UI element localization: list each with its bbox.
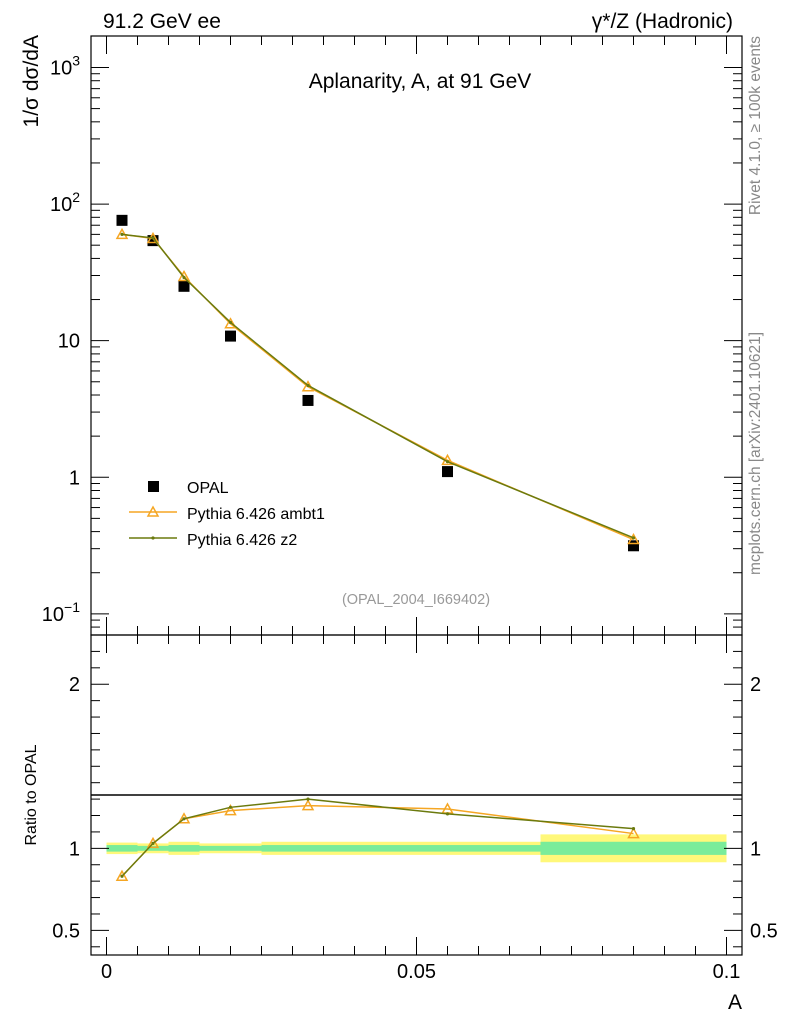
analysis-watermark: (OPAL_2004_I669402)	[342, 592, 490, 608]
z2-point	[120, 232, 124, 236]
legend-label-ambt1: Pythia 6.426 ambt1	[187, 506, 325, 523]
ratio-series	[115, 797, 640, 881]
main-y-tick-label: 10	[58, 331, 80, 353]
rivet-note: Rivet 4.1.0, ≥ 100k events	[747, 36, 764, 215]
ratio-y-tick-labels: 0.5 0.5 1 1 2 2	[52, 674, 778, 942]
ratio-ambt1-point	[627, 827, 640, 839]
legend-label-z2: Pythia 6.426 z2	[187, 532, 297, 549]
stat-uncertainty-band	[137, 845, 169, 851]
stat-uncertainty-band	[540, 841, 727, 855]
legend-marker-ambt1	[146, 505, 160, 517]
z2-point	[151, 236, 155, 240]
opal-data-point	[147, 235, 159, 247]
opal-data-point	[442, 466, 453, 478]
ambt1-point	[115, 227, 129, 240]
ratio-ambt1-point	[224, 804, 237, 816]
z2-point	[631, 536, 636, 540]
opal-data-point	[178, 280, 190, 292]
mcplots-note: mcplots.cern.ch [arXiv:2401.10621]	[747, 332, 764, 575]
main-y-axis-label: 1/σ dσ/dA	[20, 35, 43, 127]
ratio-y-tick-label-right: 1	[750, 838, 761, 860]
ratio-z2-point	[151, 841, 155, 846]
x-axis-label: A	[728, 991, 742, 1014]
ratio-ambt1-point	[301, 799, 315, 811]
ambt1-point	[627, 532, 640, 545]
ratio-z2-point	[120, 874, 124, 878]
legend: OPAL Pythia 6.426 ambt1 Pythia 6.426 z2	[129, 480, 325, 549]
ratio-z2-point	[445, 812, 450, 816]
ratio-z2-point	[306, 797, 310, 801]
z2-point	[182, 275, 186, 280]
ratio-panel: 0.5 0.5 1 1 2 2 0 0.05 0.1 Ratio to OPAL A	[23, 634, 778, 1014]
main-y-tick-label: 103	[50, 52, 80, 79]
ratio-y-tick-label: 0.5	[52, 920, 80, 942]
main-y-tick-label: 1	[69, 467, 80, 489]
main-y-tick-label: 102	[50, 189, 80, 216]
x-tick-label: 0.05	[397, 961, 436, 983]
main-y-tick-label: 10−1	[42, 599, 80, 626]
chart-title: Aplanarity, A, at 91 GeV	[309, 70, 532, 93]
ratio-uncertainty-bands	[106, 834, 727, 863]
ratio-y-axis-label: Ratio to OPAL	[23, 744, 40, 845]
ratio-y-tick-label: 2	[69, 674, 80, 696]
ratio-y-tick-label: 1	[69, 838, 80, 860]
legend-label-opal: OPAL	[187, 480, 229, 497]
header-right: γ*/Z (Hadronic)	[592, 10, 733, 33]
legend-marker-opal	[148, 481, 159, 492]
ratio-ambt1-point	[146, 836, 160, 849]
z2-point	[445, 460, 450, 464]
main-panel: 10−1 1 10 102 103 1/σ dσ/dA Aplanarity, A, a…	[20, 35, 743, 636]
ratio-frame	[90, 634, 743, 956]
z2-point	[306, 383, 310, 388]
opal-data-point	[302, 394, 314, 406]
main-ticks	[91, 36, 742, 636]
stat-uncertainty-band	[168, 845, 200, 852]
stat-uncertainty-band	[106, 845, 138, 852]
opal-data-point	[116, 214, 128, 226]
ratio-z2-point	[182, 817, 186, 821]
main-series	[115, 214, 640, 552]
ratio-z2-point	[228, 805, 233, 809]
header-left: 91.2 GeV ee	[103, 10, 221, 33]
ratio-z2-point	[631, 827, 636, 831]
opal-data-point	[225, 330, 236, 342]
main-y-tick-labels: 10−1 1 10 102 103	[42, 52, 80, 625]
x-tick-label: 0.1	[713, 961, 741, 983]
ambt1-point	[224, 317, 237, 329]
ratio-y-tick-label-right: 2	[750, 674, 761, 696]
opal-data-point	[628, 540, 639, 552]
stat-uncertainty-band	[199, 845, 262, 851]
legend-marker-z2	[151, 536, 155, 540]
ambt1-point	[177, 269, 191, 282]
stat-uncertainty-band	[354, 845, 541, 852]
ratio-y-tick-label-right: 0.5	[750, 920, 778, 942]
x-tick-label: 0	[101, 961, 112, 983]
z2-point	[228, 320, 233, 325]
ratio-ticks	[91, 634, 742, 955]
stat-uncertainty-band	[261, 845, 355, 852]
ratio-ambt1-point	[115, 869, 129, 881]
x-tick-labels: 0 0.05 0.1	[101, 961, 740, 983]
